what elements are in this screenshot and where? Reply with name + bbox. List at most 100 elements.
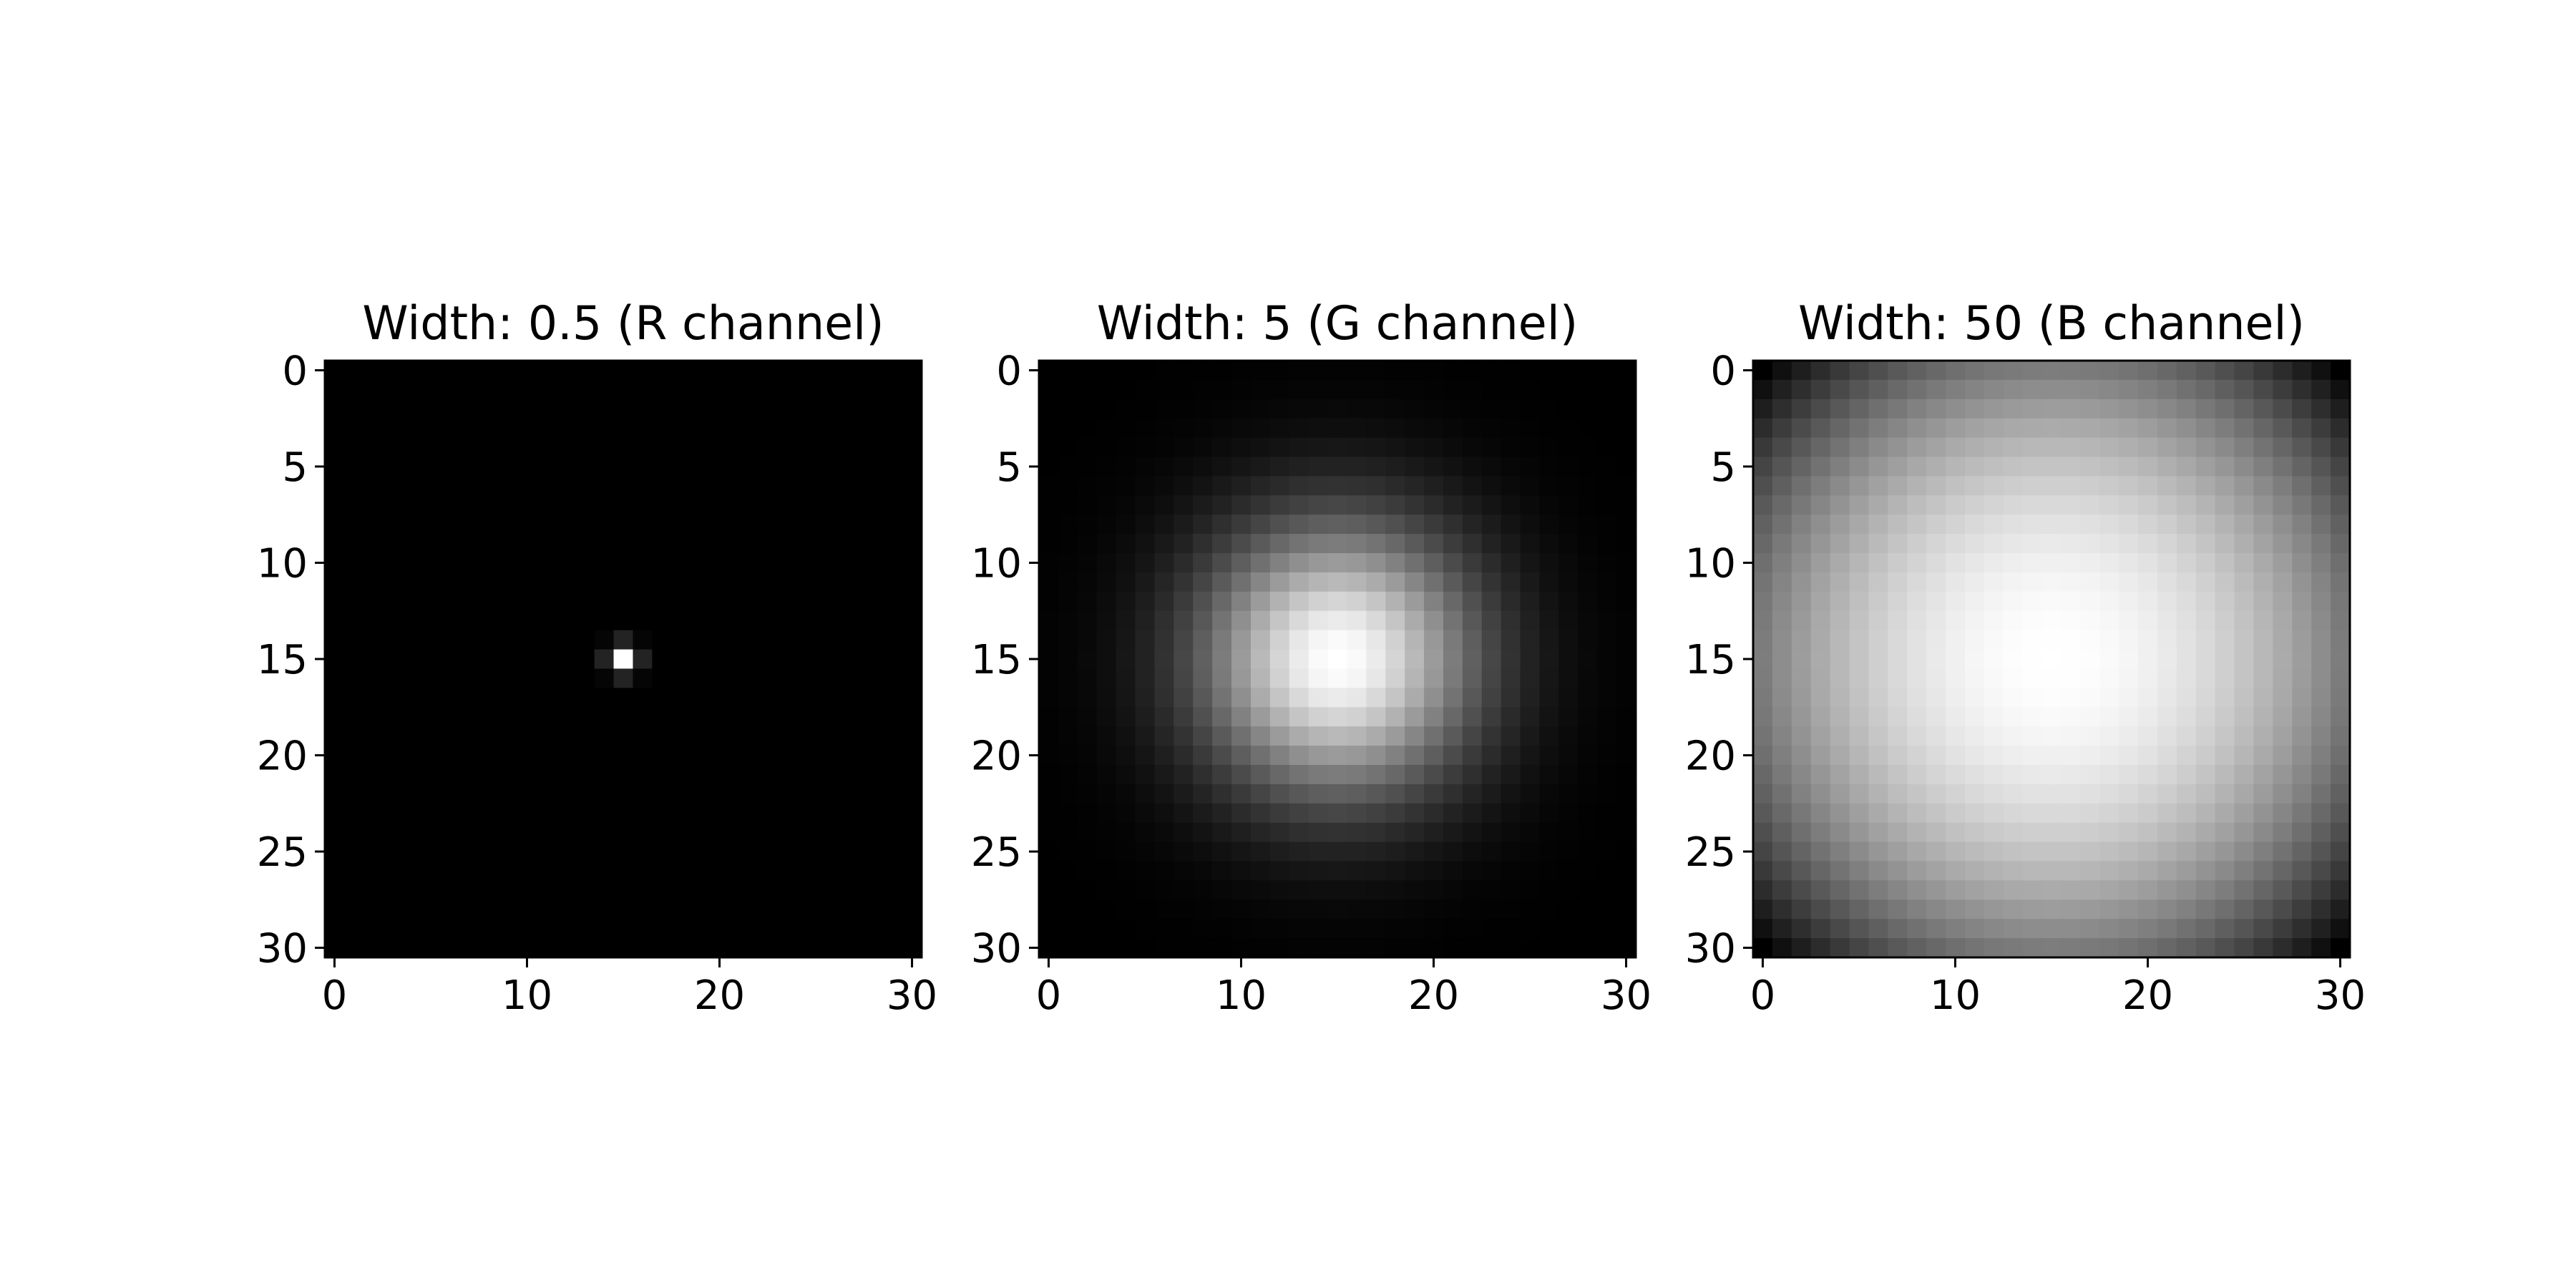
- heatmap-cell: [1946, 457, 1966, 477]
- heatmap-cell: [1616, 726, 1636, 746]
- heatmap-cell: [2041, 899, 2062, 919]
- heatmap-cell: [2273, 610, 2293, 631]
- heatmap-cell: [1289, 591, 1309, 612]
- heatmap-cell: [806, 553, 826, 573]
- heatmap-cell: [613, 822, 634, 843]
- heatmap-cell: [1135, 803, 1156, 824]
- heatmap-cell: [728, 514, 749, 535]
- heatmap-cell: [401, 437, 422, 458]
- heatmap-cell: [1964, 495, 1985, 515]
- heatmap-cell: [2331, 534, 2351, 554]
- heatmap-cell: [1984, 784, 2004, 804]
- heatmap-cell: [652, 630, 672, 650]
- heatmap-cell: [2215, 841, 2235, 862]
- heatmap-cell: [2138, 418, 2158, 439]
- heatmap-cell: [1481, 379, 1502, 400]
- heatmap-cell: [1772, 591, 1792, 612]
- heatmap-cell: [1424, 919, 1444, 939]
- heatmap-cell: [1830, 379, 1850, 400]
- heatmap-cell: [1462, 610, 1483, 631]
- heatmap-cell: [2080, 476, 2100, 496]
- heatmap-cell: [1424, 688, 1444, 708]
- heatmap-cell: [343, 726, 364, 746]
- heatmap-cell: [536, 803, 557, 824]
- heatmap-cell: [767, 379, 788, 400]
- heatmap-cell: [1462, 764, 1483, 785]
- heatmap-cell: [536, 495, 557, 515]
- heatmap-cell: [825, 457, 845, 477]
- heatmap-cell: [2215, 668, 2235, 688]
- heatmap-cell: [1558, 437, 1579, 458]
- heatmap-cell: [594, 668, 615, 688]
- heatmap-cell: [1174, 591, 1194, 612]
- heatmap-cell: [1385, 476, 1405, 496]
- heatmap-cell: [1385, 457, 1405, 477]
- heatmap-cell: [2003, 553, 2024, 573]
- heatmap-cell: [1964, 649, 1985, 670]
- heatmap-cell: [594, 418, 615, 439]
- heatmap-cell: [864, 361, 884, 381]
- heatmap-cell: [2292, 361, 2312, 381]
- heatmap-cell: [1174, 707, 1194, 727]
- heatmap-cell: [902, 822, 922, 843]
- heatmap-cell: [1984, 572, 2004, 592]
- heatmap-cell: [1289, 361, 1309, 381]
- heatmap-cell: [2215, 726, 2235, 746]
- heatmap-cell: [1868, 476, 1888, 496]
- heatmap-cell: [1597, 784, 1617, 804]
- heatmap-cell: [1347, 688, 1367, 708]
- heatmap-cell: [1269, 572, 1290, 592]
- heatmap-cell: [2138, 572, 2158, 592]
- heatmap-cell: [1366, 572, 1386, 592]
- heatmap-cell: [1520, 534, 1541, 554]
- heatmap-cell: [1539, 880, 1559, 900]
- heatmap-cell: [1597, 476, 1617, 496]
- heatmap-cell: [2311, 514, 2331, 535]
- heatmap-cell: [1443, 591, 1463, 612]
- heatmap-cell: [1984, 822, 2004, 843]
- heatmap-cell: [1926, 591, 1946, 612]
- heatmap-cell: [1907, 668, 1927, 688]
- heatmap-cell: [2195, 726, 2216, 746]
- heatmap-cell: [1327, 861, 1348, 881]
- heatmap-cell: [1810, 668, 1831, 688]
- heatmap-cell: [613, 399, 634, 419]
- heatmap-cell: [2041, 572, 2062, 592]
- heatmap-cell: [1327, 707, 1348, 727]
- heatmap-cell: [613, 495, 634, 515]
- heatmap-cell: [2080, 784, 2100, 804]
- heatmap-cell: [1501, 591, 1521, 612]
- heatmap-cell: [1558, 553, 1579, 573]
- heatmap-cell: [1791, 899, 1812, 919]
- heatmap-cell: [1616, 610, 1636, 631]
- heatmap-cell: [1597, 764, 1617, 785]
- heatmap-cell: [401, 861, 422, 881]
- heatmap-cell: [1174, 399, 1194, 419]
- heatmap-cell: [1424, 899, 1444, 919]
- heatmap-cell: [691, 418, 711, 439]
- heatmap-cell: [1868, 534, 1888, 554]
- heatmap-cell: [1616, 919, 1636, 939]
- heatmap-cell: [1443, 457, 1463, 477]
- heatmap-cell: [767, 668, 788, 688]
- heatmap-cell: [1096, 553, 1117, 573]
- heatmap-cell: [1250, 610, 1271, 631]
- heatmap-cell: [1405, 514, 1425, 535]
- heatmap-cell: [1289, 668, 1309, 688]
- heatmap-cell: [2253, 495, 2273, 515]
- heatmap-cell: [498, 803, 518, 824]
- heatmap-cell: [498, 418, 518, 439]
- heatmap-cell: [440, 803, 460, 824]
- heatmap-cell: [1462, 668, 1483, 688]
- heatmap-cell: [1424, 668, 1444, 688]
- heatmap-cell: [555, 610, 576, 631]
- heatmap-cell: [1424, 534, 1444, 554]
- heatmap-cell: [1405, 457, 1425, 477]
- heatmap-cell: [1558, 514, 1579, 535]
- heatmap-cell: [1868, 880, 1888, 900]
- heatmap-cell: [1520, 841, 1541, 862]
- heatmap-cell: [806, 418, 826, 439]
- heatmap-cell: [2195, 514, 2216, 535]
- heatmap-cell: [1539, 688, 1559, 708]
- heatmap-cell: [440, 822, 460, 843]
